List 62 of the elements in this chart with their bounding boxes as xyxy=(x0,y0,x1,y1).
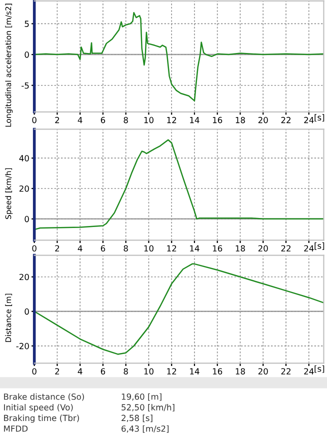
x-tick-label: 4 xyxy=(78,245,82,252)
x-axis-title: [s] xyxy=(314,114,324,122)
x-tick-label: 6 xyxy=(100,116,106,124)
line-series xyxy=(34,139,324,230)
x-tick-label: 22 xyxy=(281,245,290,252)
text: MFDD xyxy=(4,426,28,432)
x-tick-label: 0 xyxy=(32,368,36,375)
y-tick-label: 20 xyxy=(19,274,29,280)
x-tick-label: 16 xyxy=(212,116,222,124)
x-tick-label: 24 xyxy=(304,245,314,252)
x-tick-label: 2 xyxy=(55,116,60,124)
x-tick-label: 24 xyxy=(304,368,314,374)
text: 6,43 [m/s2] xyxy=(122,425,169,433)
text: 19,60 [m] xyxy=(122,393,162,401)
y-tick-label: -20 xyxy=(16,342,29,350)
text: 52,50 [km/h] xyxy=(122,404,174,412)
x-tick-label: 8 xyxy=(124,245,128,252)
x-tick-label: 10 xyxy=(144,245,154,252)
y-tick-label: 20 xyxy=(19,185,29,192)
x-tick-label: 14 xyxy=(190,368,200,374)
x-tick-label: 10 xyxy=(144,116,154,124)
x-tick-label: 4 xyxy=(78,368,82,374)
line-series xyxy=(34,12,324,102)
x-tick-label: 0 xyxy=(32,245,36,252)
x-tick-label: 18 xyxy=(236,116,245,124)
x-tick-label: 24 xyxy=(304,116,314,124)
x-tick-label: 6 xyxy=(100,368,106,375)
y-tick-label: 0 xyxy=(24,52,29,58)
x-tick-label: 20 xyxy=(258,245,268,252)
x-tick-label: 6 xyxy=(100,245,106,252)
x-tick-label: 14 xyxy=(190,245,200,252)
text: 2,58 [s] xyxy=(122,414,152,422)
x-tick-label: 4 xyxy=(78,117,82,124)
x-tick-label: 12 xyxy=(167,245,176,252)
x-tick-label: 18 xyxy=(236,368,245,375)
x-tick-label: 8 xyxy=(124,116,128,124)
text: Initial speed (Vo) xyxy=(4,404,73,412)
x-tick-label: 12 xyxy=(167,116,176,124)
x-tick-label: 8 xyxy=(124,368,128,375)
x-tick-label: 20 xyxy=(258,368,268,375)
x-tick-label: 20 xyxy=(258,116,268,124)
x-tick-label: 16 xyxy=(212,245,222,252)
y-tick-label: -5 xyxy=(22,82,29,89)
y-tick-label: 5 xyxy=(24,20,29,27)
text: Brake distance (So) xyxy=(4,393,84,401)
x-tick-label: 0 xyxy=(32,116,36,124)
x-tick-label: 12 xyxy=(167,368,176,374)
x-tick-label: 2 xyxy=(55,245,60,252)
x-tick-label: 14 xyxy=(190,117,200,124)
x-axis-title: [s] xyxy=(314,365,324,373)
y-tick-label: 0 xyxy=(24,308,29,315)
x-tick-label: 22 xyxy=(281,116,290,124)
x-tick-label: 22 xyxy=(281,368,290,374)
x-tick-label: 18 xyxy=(236,245,245,252)
text: Braking time (Tbr) xyxy=(4,414,79,423)
x-axis-title: [s] xyxy=(314,242,324,250)
x-tick-label: 2 xyxy=(55,368,60,374)
y-tick-label: 0 xyxy=(24,216,29,222)
x-tick-label: 10 xyxy=(144,368,154,375)
x-tick-label: 16 xyxy=(212,368,222,375)
line-series xyxy=(34,263,324,355)
y-tick-label: 40 xyxy=(19,155,29,162)
